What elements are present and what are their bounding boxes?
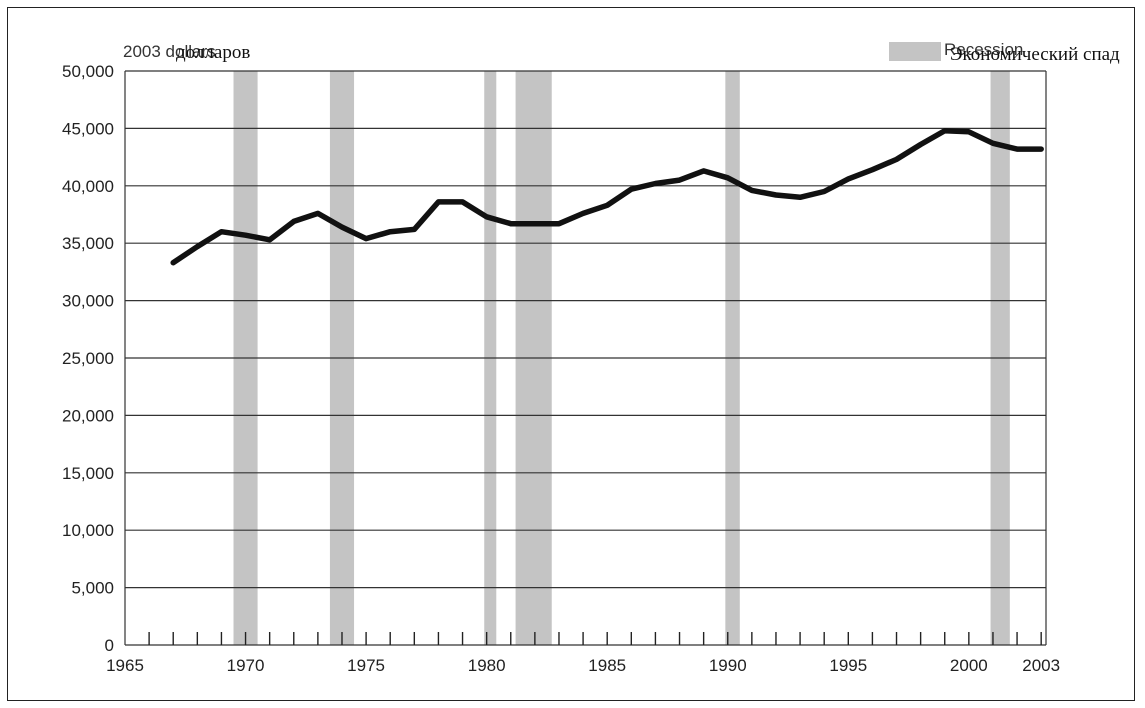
x-tick-label: 1980: [468, 656, 506, 675]
x-tick-label: 1975: [347, 656, 385, 675]
y-tick-label: 20,000: [62, 406, 114, 425]
y-tick-label: 40,000: [62, 177, 114, 196]
x-tick-label: 2000: [950, 656, 988, 675]
y-tick-label: 35,000: [62, 234, 114, 253]
y-tick-label: 5,000: [71, 579, 114, 598]
x-tick-label: 1965: [106, 656, 144, 675]
y-unit-label: 2003 dollars: [123, 42, 216, 61]
y-tick-label: 50,000: [62, 62, 114, 81]
chart-frame: [7, 7, 1135, 701]
income-line: [170, 127, 1044, 266]
y-tick-label: 30,000: [62, 292, 114, 311]
y-tick-label: 45,000: [62, 119, 114, 138]
y-tick-label: 25,000: [62, 349, 114, 368]
legend-recession-label-translation: Экономический спад: [950, 44, 1120, 65]
y-tick-label: 10,000: [62, 521, 114, 540]
x-tick-label: 1995: [829, 656, 867, 675]
x-tick-label: 1985: [588, 656, 626, 675]
y-tick-label: 15,000: [62, 464, 114, 483]
x-tick-label: 1990: [709, 656, 747, 675]
legend-recession-swatch: [889, 42, 941, 61]
x-tick-label: 2003: [1022, 656, 1060, 675]
y-unit-label-translation: долларов: [176, 42, 251, 63]
y-tick-label: 0: [105, 636, 114, 655]
x-tick-label: 1970: [227, 656, 265, 675]
legend-recession-label: Recession: [944, 40, 1024, 59]
